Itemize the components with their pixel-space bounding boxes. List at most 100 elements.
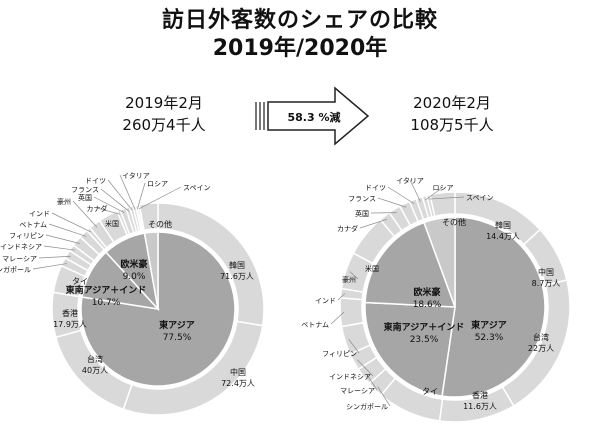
inner-segment-1-1 xyxy=(364,301,456,397)
page-title: 訪日外客数のシェアの比較 xyxy=(161,8,438,33)
period-2019: 2019年2月 260万4千人 xyxy=(84,92,244,136)
leader-line-1-9 xyxy=(330,311,345,325)
outer-amount-0-2: 40万人 xyxy=(82,366,108,375)
leader-line-1-16 xyxy=(387,186,415,205)
leader-label-1-9: ベトナム xyxy=(301,321,329,329)
leader-line-0-19 xyxy=(139,186,182,210)
leader-label-1-13: カナダ xyxy=(337,224,358,233)
leader-label-1-18: ロシア xyxy=(433,184,454,192)
leader-line-0-11 xyxy=(72,200,98,228)
leader-line-0-7 xyxy=(43,245,75,251)
leader-label-1-6: マレーシア xyxy=(340,387,375,395)
leader-label-0-13: カナダ xyxy=(87,204,108,213)
leader-label-1-8: フィリピン xyxy=(322,350,357,358)
inner-pct-1-0: 52.3% xyxy=(475,333,504,343)
outer-segment-0-20 xyxy=(138,202,159,232)
leader-label-0-12: 米国 xyxy=(105,219,119,228)
leader-label-0-5: シンガポール xyxy=(0,265,31,274)
leader-line-1-11 xyxy=(349,271,359,280)
leader-line-0-10 xyxy=(51,212,92,233)
leader-label-0-15: フランス xyxy=(71,186,99,194)
outer-label-1-4: タイ xyxy=(422,387,438,396)
period-2020-label: 2020年2月 xyxy=(413,94,491,112)
leader-label-0-11: 豪州 xyxy=(57,197,71,206)
leader-label-0-16: ドイツ xyxy=(85,177,106,185)
leader-label-0-7: インドネシア xyxy=(0,243,42,251)
outer-amount-1-1: 8.7万人 xyxy=(532,279,561,288)
outer-amount-0-0: 71.6万人 xyxy=(220,272,254,281)
leader-line-0-17 xyxy=(119,174,136,210)
decrease-label: 58.3 %減 xyxy=(287,111,341,124)
inner-pct-1-1: 23.5% xyxy=(410,335,439,345)
leader-label-1-17: イタリア xyxy=(396,176,424,185)
leader-label-1-15: フランス xyxy=(348,195,376,203)
leader-line-0-8 xyxy=(45,234,80,244)
inner-label-0-0: 東アジア xyxy=(159,319,195,331)
period-2019-label: 2019年2月 xyxy=(125,94,203,112)
outer-label-0-1: 中国 xyxy=(230,367,246,377)
outer-label-1-1: 中国 xyxy=(538,267,554,277)
outer-segment-1-20 xyxy=(429,191,456,218)
leader-line-1-13 xyxy=(359,218,388,229)
inner-label-0-2: 欧米豪 xyxy=(120,258,147,270)
leader-label-0-18: ロシア xyxy=(147,180,168,188)
leader-label-0-8: フィリピン xyxy=(9,232,44,240)
inner-segment-1-2 xyxy=(364,221,457,308)
outer-label-1-20: その他 xyxy=(442,217,466,227)
inner-pct-0-0: 77.5% xyxy=(163,333,192,343)
leader-label-0-6: マレーシア xyxy=(2,255,37,263)
leader-line-1-15 xyxy=(377,197,407,208)
leader-label-1-16: ドイツ xyxy=(365,184,386,192)
leader-line-1-7 xyxy=(357,359,374,377)
outer-amount-1-2: 22万人 xyxy=(528,344,554,353)
leader-line-0-16 xyxy=(107,179,133,211)
outer-amount-1-3: 11.6万人 xyxy=(463,402,497,411)
leader-line-1-19 xyxy=(429,196,465,200)
leader-line-1-10 xyxy=(337,293,346,301)
outer-label-0-4: タイ xyxy=(72,277,88,286)
leader-label-1-10: インド xyxy=(315,297,336,305)
leader-line-1-17 xyxy=(409,179,421,202)
inner-pct-0-2: 9.0% xyxy=(123,272,146,282)
inner-pct-1-2: 18.6% xyxy=(413,300,442,310)
outer-amount-0-1: 72.4万人 xyxy=(221,379,255,388)
outer-label-0-0: 韓国 xyxy=(229,260,245,270)
inner-label-1-0: 東アジア xyxy=(471,319,507,331)
leader-label-1-11: 豪州 xyxy=(342,275,356,284)
outer-label-1-3: 香港 xyxy=(472,390,488,400)
leader-line-0-5 xyxy=(32,263,67,270)
inner-pct-0-1: 10.7% xyxy=(92,298,121,308)
outer-label-0-20: その他 xyxy=(148,219,172,229)
period-2020: 2020年2月 108万5千人 xyxy=(372,92,532,136)
inner-segment-1-3 xyxy=(423,216,456,308)
period-2020-total: 108万5千人 xyxy=(410,116,494,134)
leader-label-0-14: 英国 xyxy=(78,193,92,202)
leader-label-0-19: スペイン xyxy=(183,184,211,192)
outer-amount-1-0: 14.4万人 xyxy=(486,232,520,241)
leader-label-0-9: ベトナム xyxy=(19,221,47,229)
leader-label-1-12: 米国 xyxy=(365,264,379,273)
page-subtitle: 2019年/2020年 xyxy=(212,36,388,61)
decrease-arrow-icon xyxy=(255,86,370,146)
leader-line-0-18 xyxy=(136,182,146,210)
leader-label-1-5: シンガポール xyxy=(346,402,388,411)
leader-line-1-5 xyxy=(377,386,391,407)
outer-label-1-0: 韓国 xyxy=(495,220,511,230)
inner-label-1-2: 欧米豪 xyxy=(413,286,440,298)
leader-line-0-14 xyxy=(93,196,125,214)
outer-label-1-2: 台湾 xyxy=(533,332,549,342)
outer-label-0-3: 香港 xyxy=(62,308,78,318)
leader-label-0-17: イタリア xyxy=(122,171,150,180)
leader-label-1-19: スペイン xyxy=(466,194,494,202)
inner-segment-0-3 xyxy=(143,231,159,310)
outer-label-0-2: 台湾 xyxy=(87,354,103,364)
leader-line-0-9 xyxy=(48,223,87,237)
period-2019-total: 260万4千人 xyxy=(122,116,206,134)
leader-line-1-8 xyxy=(348,339,360,354)
outer-amount-0-3: 17.9万人 xyxy=(53,320,87,329)
leader-line-0-13 xyxy=(96,207,121,215)
leader-label-0-10: インド xyxy=(29,210,50,218)
leader-line-1-18 xyxy=(425,186,444,201)
